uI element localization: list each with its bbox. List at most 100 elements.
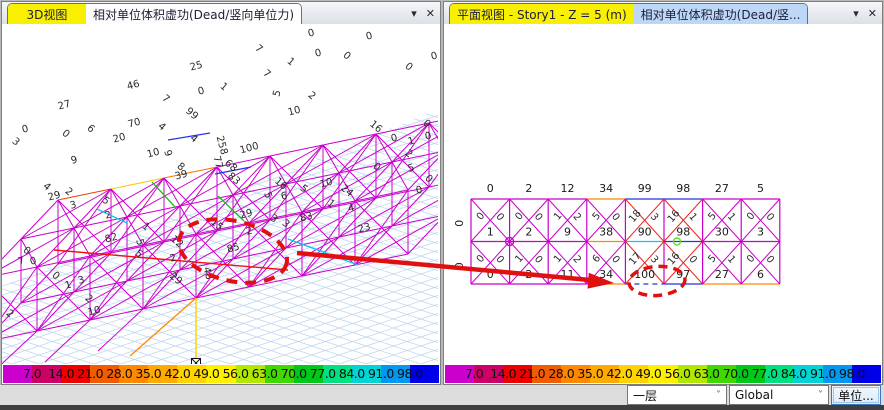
chevron-down-icon[interactable]: ▾ [853,6,859,20]
svg-text:6: 6 [591,253,604,265]
close-icon[interactable]: ✕ [867,6,877,20]
right-view-tab[interactable]: 平面视图 - Story1 - Z = 5 (m) 相对单位体积虚功(Dead/… [449,3,809,24]
svg-text:9: 9 [564,226,571,239]
svg-text:6: 6 [85,123,97,136]
support-marker-icon [191,358,201,364]
story-dropdown[interactable]: 一层 ˅ [627,385,727,405]
colorbar-segment [590,365,620,383]
colorbar-value-label: 63.0 [251,366,278,381]
colorbar-segment [32,365,62,383]
colorbar-value-label: 98.0 [397,366,423,381]
svg-text:5: 5 [133,238,145,247]
svg-text:2: 2 [104,209,113,221]
svg-text:7: 7 [253,43,265,56]
colorbar-segment [235,365,265,383]
colorbar-segment [380,365,410,383]
svg-text:2: 2 [169,252,178,264]
svg-text:83: 83 [299,211,314,225]
svg-text:5: 5 [706,211,719,223]
svg-text:0: 0 [421,118,433,131]
svg-text:0: 0 [453,220,466,227]
svg-text:1: 1 [218,81,230,94]
svg-text:39: 39 [174,169,189,183]
svg-text:12: 12 [561,182,575,195]
left-result-label: 相对单位体积虚功(Dead/竖向单位力) [86,4,302,24]
colorbar-segment [474,365,504,383]
svg-text:98: 98 [676,226,690,239]
svg-text:4: 4 [41,181,53,194]
svg-text:2: 2 [570,211,583,223]
svg-text:0: 0 [29,255,38,267]
svg-text:4: 4 [188,133,200,146]
statusbar: 一层 ˅ Global ˅ 单位... [0,385,884,405]
svg-text:0: 0 [493,254,506,266]
colorbar-value-label: 91.0 [809,366,836,381]
svg-text:27: 27 [57,99,72,113]
svg-text:0: 0 [745,253,758,265]
svg-text:18: 18 [627,208,644,225]
svg-text:25: 25 [189,60,204,74]
right-titlebar: 平面视图 - Story1 - Z = 5 (m) 相对单位体积虚功(Dead/… [444,2,882,25]
close-icon[interactable]: ✕ [425,6,435,20]
colorbar-segment [822,365,852,383]
svg-text:9: 9 [70,154,79,166]
colorbar-segment [648,365,678,383]
svg-text:1: 1 [487,226,494,239]
left-titlebar: 3D视图 相对单位体积虚功(Dead/竖向单位力) ▾ ✕ [2,2,440,25]
svg-text:2: 2 [570,254,583,266]
svg-text:7: 7 [261,68,273,81]
left-view-tab[interactable]: 3D视图 相对单位体积虚功(Dead/竖向单位力) [7,3,303,24]
svg-text:70: 70 [127,117,142,131]
units-button[interactable]: 单位... [831,385,881,405]
colorbar-value-label: 7.0 [464,366,484,381]
left-view-content: 0 0 7 0 1 0 0 25 7 0 46 7 0 1 27 70 99 2 5 10 0 6 20 4 258 100 4 9 3… [2,24,440,384]
colorbar-segment [148,365,178,383]
svg-text:100: 100 [634,268,655,281]
svg-text:0: 0 [424,130,433,142]
chevron-down-icon[interactable]: ▾ [411,6,417,20]
right-view-content: 0 2 12 34 99 98 27 5 0 0 1 2 9 38 90 98 30 3 0 2 11 34 100 97 27… [444,24,882,384]
svg-text:0: 0 [21,245,33,258]
colorbar-value-label: 28.0 [106,366,133,381]
left-view-panel: 3D视图 相对单位体积虚功(Dead/竖向单位力) ▾ ✕ 0 0 7 0 1 0 0 25 7… [1,1,441,385]
left-view-type-label: 3D视图 [8,4,86,24]
svg-text:38: 38 [599,226,613,239]
svg-text:6: 6 [757,268,764,281]
svg-text:98: 98 [676,182,690,195]
svg-text:2: 2 [63,186,75,199]
colorbar-segment [532,365,562,383]
story-dropdown-value: 一层 [633,388,658,403]
colorbar-value-label: 14.0 [490,366,517,381]
svg-text:0: 0 [493,211,506,223]
colorbar-segment [264,365,294,383]
svg-text:8: 8 [175,161,187,174]
svg-text:0: 0 [513,211,526,223]
svg-text:3: 3 [757,226,764,239]
colorbar-value-label: 28.0 [548,366,575,381]
svg-text:1: 1 [513,253,526,265]
svg-text:0: 0 [609,211,622,223]
right-result-label: 相对单位体积虚功(Dead/竖... [633,4,808,24]
colorbar-segment [503,365,533,383]
colorbar-value-label: 84.0 [338,366,365,381]
svg-text:5: 5 [407,162,416,174]
colorbar-segment [119,365,149,383]
svg-text:1: 1 [325,198,337,211]
svg-text:99: 99 [183,106,200,123]
svg-text:2: 2 [4,308,16,321]
colorbar-segment [3,365,33,383]
svg-text:5: 5 [298,183,310,196]
coordinate-system-dropdown[interactable]: Global ˅ [729,385,829,405]
colorbar-value-label: 35.0 [135,366,162,381]
svg-text:16: 16 [666,251,683,268]
colorbar-segment [322,365,352,383]
svg-text:5: 5 [133,248,145,261]
colorbar-segment [351,365,381,383]
colorbar-value-label: 14.0 [48,366,75,381]
right-view-type-label: 平面视图 - Story1 - Z = 5 (m) [450,4,634,24]
colorbar-segment [561,365,591,383]
svg-text:0: 0 [487,182,494,195]
svg-text:11: 11 [561,268,575,281]
